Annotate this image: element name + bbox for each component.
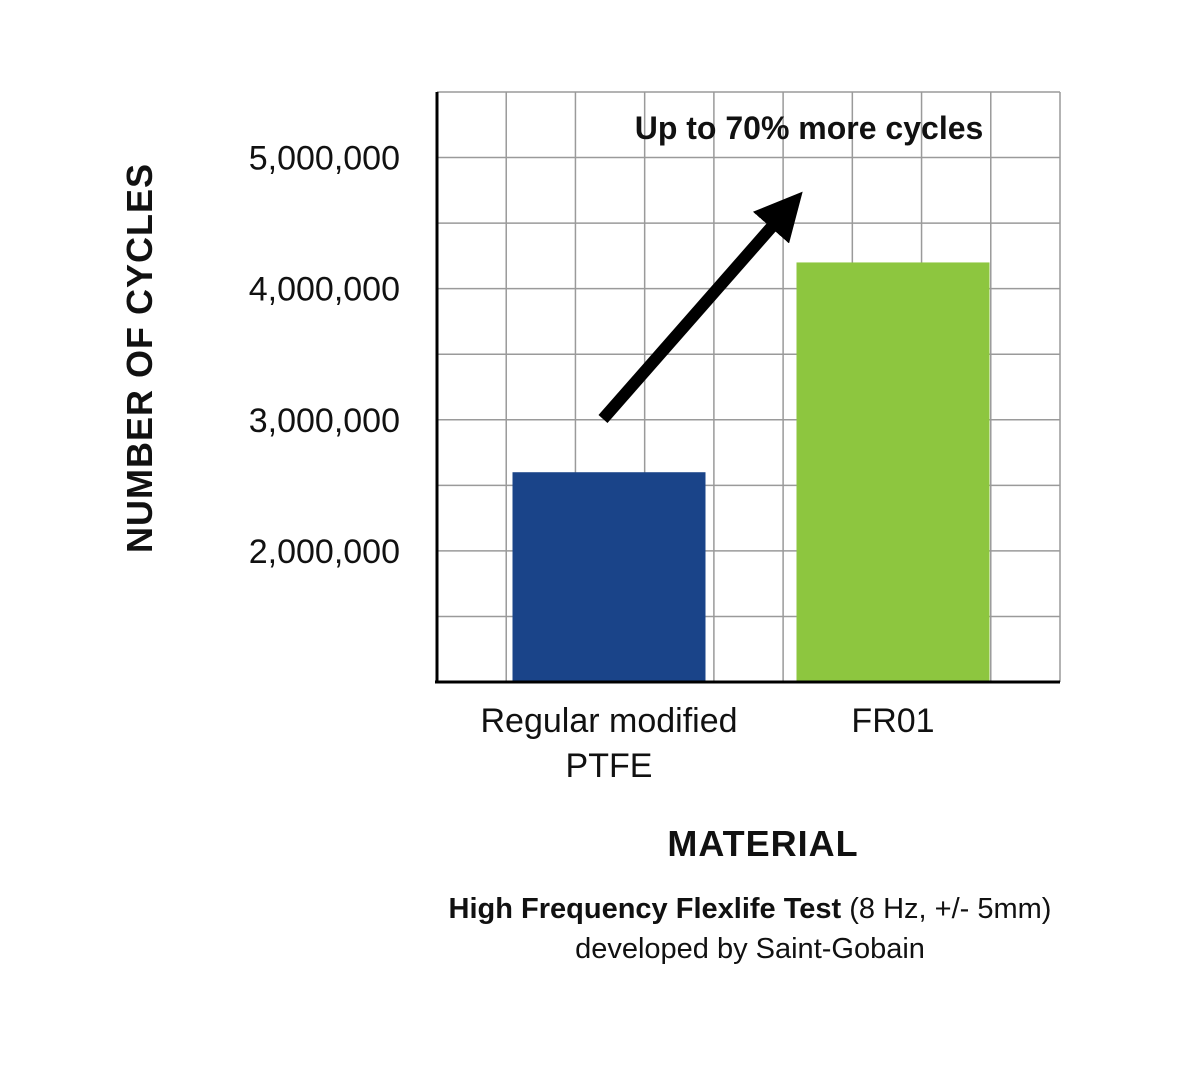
x-category-labels: Regular modified PTFE FR01 [480,702,934,785]
y-tick-label: 5,000,000 [249,140,400,178]
y-tick-label: 4,000,000 [249,271,400,309]
grid [437,91,1061,682]
trend-arrow-icon [598,191,803,423]
annotation-text: Up to 70% more cycles [635,110,984,146]
x-axis-title: MATERIAL [667,823,858,864]
y-axis-title: NUMBER OF CYCLES [119,163,160,553]
axes [435,92,1060,684]
x-category-label: FR01 [851,702,934,740]
caption-params: (8 Hz, +/- 5mm) [841,893,1052,925]
x-category-label: PTFE [566,747,653,785]
bar-0 [512,472,706,682]
y-tick-labels: 2,000,000 3,000,000 4,000,000 5,000,000 [249,140,400,571]
x-category-label: Regular modified [480,702,737,740]
caption-line-2: developed by Saint-Gobain [330,933,1170,966]
caption-title: High Frequency Flexlife Test [448,893,842,925]
caption-credit: developed by Saint-Gobain [575,933,925,965]
y-tick-label: 3,000,000 [249,402,400,440]
bars [512,262,990,682]
bar-1 [796,262,990,682]
y-tick-label: 2,000,000 [249,533,400,571]
caption-line-1: High Frequency Flexlife Test (8 Hz, +/- … [330,893,1170,926]
